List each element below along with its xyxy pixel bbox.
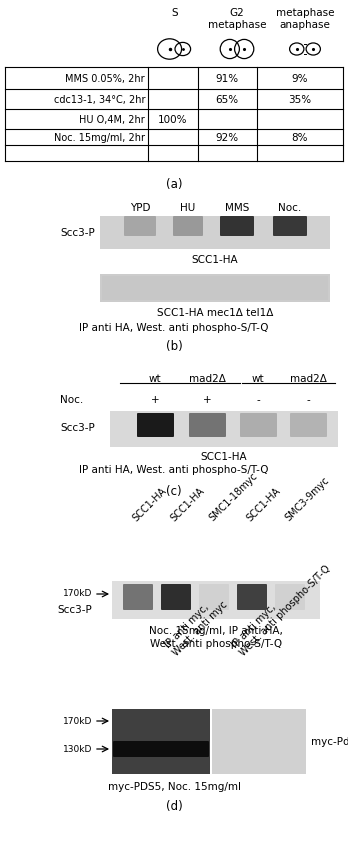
FancyBboxPatch shape: [137, 413, 174, 437]
Text: wt: wt: [149, 374, 161, 383]
Text: 8%: 8%: [292, 133, 308, 143]
Bar: [212, 709, 306, 774]
FancyBboxPatch shape: [161, 585, 191, 610]
Text: IP anti HA, West. anti phospho-S/T-Q: IP anti HA, West. anti phospho-S/T-Q: [79, 323, 269, 332]
Text: (d): (d): [166, 799, 182, 812]
Text: SCC1-HA: SCC1-HA: [201, 451, 247, 461]
Text: IP anti myc,
West. anti myc: IP anti myc, West. anti myc: [163, 591, 229, 657]
Text: West. anti phospho-S/T-Q: West. anti phospho-S/T-Q: [150, 638, 282, 648]
Text: wt: wt: [252, 374, 264, 383]
Text: 170kD: 170kD: [63, 716, 92, 726]
Bar: [110, 412, 338, 448]
Text: HU O,4M, 2hr: HU O,4M, 2hr: [79, 115, 145, 125]
Text: MMS: MMS: [225, 202, 249, 213]
FancyBboxPatch shape: [273, 217, 307, 237]
FancyBboxPatch shape: [275, 585, 305, 610]
Text: SMC1-18myc: SMC1-18myc: [207, 470, 259, 523]
Text: mad2Δ: mad2Δ: [290, 374, 326, 383]
Text: -: -: [256, 394, 260, 405]
Text: Scc3-P: Scc3-P: [60, 228, 95, 238]
Text: 35%: 35%: [288, 95, 311, 105]
Text: SMC3-9myc: SMC3-9myc: [283, 474, 331, 523]
FancyBboxPatch shape: [124, 217, 156, 237]
Text: IP anti HA, West. anti phospho-S/T-Q: IP anti HA, West. anti phospho-S/T-Q: [79, 464, 269, 474]
Text: Noc.: Noc.: [278, 202, 302, 213]
Text: 65%: 65%: [215, 95, 239, 105]
FancyBboxPatch shape: [220, 217, 254, 237]
Text: Scc3-P: Scc3-P: [60, 423, 95, 432]
Text: Noc.: Noc.: [60, 394, 83, 405]
Text: Noc. 15mg/ml, 2hr: Noc. 15mg/ml, 2hr: [54, 133, 145, 143]
Bar: [100, 275, 330, 303]
Text: HU: HU: [180, 202, 196, 213]
Text: mad2Δ: mad2Δ: [189, 374, 226, 383]
Text: MMS 0.05%, 2hr: MMS 0.05%, 2hr: [65, 74, 145, 84]
Bar: [112, 709, 210, 774]
FancyBboxPatch shape: [173, 217, 203, 237]
Bar: [100, 217, 330, 250]
Text: Scc3-P: Scc3-P: [57, 604, 92, 614]
Text: IP anti myc,
West. anti phospho-S/T-Q: IP anti myc, West. anti phospho-S/T-Q: [230, 554, 332, 657]
Text: 9%: 9%: [292, 74, 308, 84]
FancyBboxPatch shape: [240, 413, 277, 437]
Text: +: +: [203, 394, 211, 405]
Text: SCC1-HA: SCC1-HA: [192, 255, 238, 264]
FancyBboxPatch shape: [237, 585, 267, 610]
Text: 91%: 91%: [215, 74, 239, 84]
Text: YPD: YPD: [130, 202, 150, 213]
Text: cdc13-1, 34°C, 2hr: cdc13-1, 34°C, 2hr: [54, 95, 145, 105]
FancyBboxPatch shape: [123, 585, 153, 610]
Bar: [102, 276, 328, 300]
Text: S: S: [172, 8, 178, 18]
Text: SCC1-HA mec1Δ tel1Δ: SCC1-HA mec1Δ tel1Δ: [157, 307, 273, 318]
Text: +: +: [151, 394, 159, 405]
Text: 92%: 92%: [215, 133, 239, 143]
FancyBboxPatch shape: [290, 413, 327, 437]
Text: Noc. 15mg/ml, IP anti HA,: Noc. 15mg/ml, IP anti HA,: [149, 625, 283, 635]
Text: SCC1-HA: SCC1-HA: [131, 485, 168, 523]
Text: metaphase
anaphase: metaphase anaphase: [276, 8, 334, 29]
Text: G2
metaphase: G2 metaphase: [208, 8, 266, 29]
Text: myc-PDS5, Noc. 15mg/ml: myc-PDS5, Noc. 15mg/ml: [108, 781, 240, 791]
Text: 170kD: 170kD: [63, 588, 92, 597]
Text: -: -: [306, 394, 310, 405]
Text: myc-Pds5: myc-Pds5: [311, 736, 348, 746]
Text: SCC1-HA: SCC1-HA: [245, 485, 283, 523]
Bar: [112, 581, 320, 619]
Text: 100%: 100%: [158, 115, 188, 125]
Text: (c): (c): [166, 485, 182, 498]
FancyBboxPatch shape: [113, 741, 209, 757]
Text: 130kD: 130kD: [63, 745, 92, 753]
Text: (a): (a): [166, 177, 182, 191]
Text: (b): (b): [166, 339, 182, 353]
FancyBboxPatch shape: [199, 585, 229, 610]
FancyBboxPatch shape: [189, 413, 226, 437]
Text: SCC1-HA: SCC1-HA: [169, 485, 207, 523]
